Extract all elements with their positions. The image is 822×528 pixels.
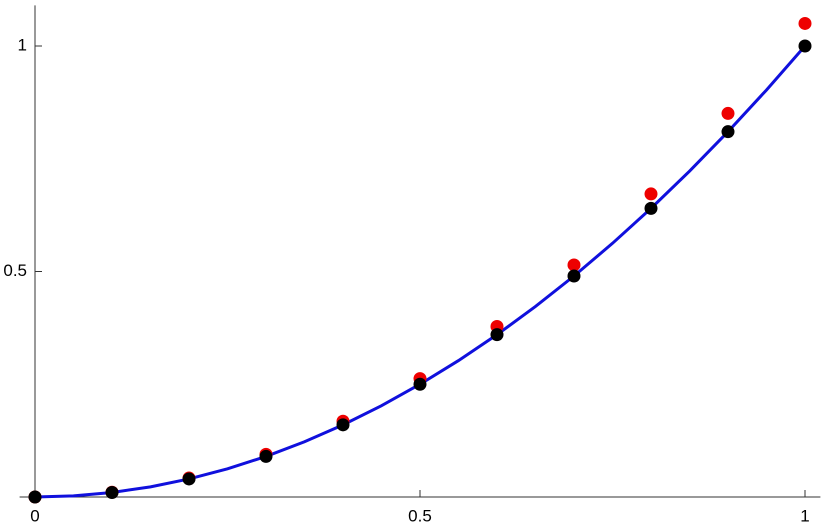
data-point <box>490 328 504 342</box>
x-tick-label: 1 <box>800 506 809 525</box>
y-tick-label: 1 <box>18 35 27 54</box>
data-point <box>182 472 196 486</box>
data-point <box>105 485 119 499</box>
data-point <box>721 125 735 139</box>
data-point <box>413 377 427 391</box>
data-point <box>644 201 658 215</box>
data-point <box>644 187 658 201</box>
data-point <box>336 418 350 432</box>
data-point <box>721 106 735 120</box>
data-point <box>567 269 581 283</box>
x-tick-label: 0.5 <box>408 506 432 525</box>
data-point <box>798 39 812 53</box>
fit-curve <box>34 45 807 499</box>
data-point <box>798 16 812 30</box>
x-tick-label: 0 <box>30 506 39 525</box>
y-tick-label: 0.5 <box>3 261 27 280</box>
data-point <box>567 258 581 272</box>
data-point <box>28 490 42 504</box>
data-point <box>259 449 273 463</box>
